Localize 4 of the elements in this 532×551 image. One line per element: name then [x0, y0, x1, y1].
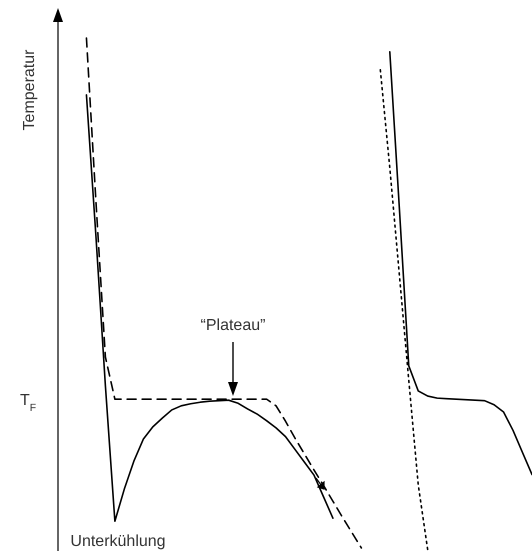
- y-axis-title: Temperatur: [21, 48, 38, 130]
- annotation: Unterkühlung: [70, 533, 166, 550]
- annotation: “Plateau”: [200, 317, 266, 334]
- text: T$_{F}$: [20, 392, 36, 414]
